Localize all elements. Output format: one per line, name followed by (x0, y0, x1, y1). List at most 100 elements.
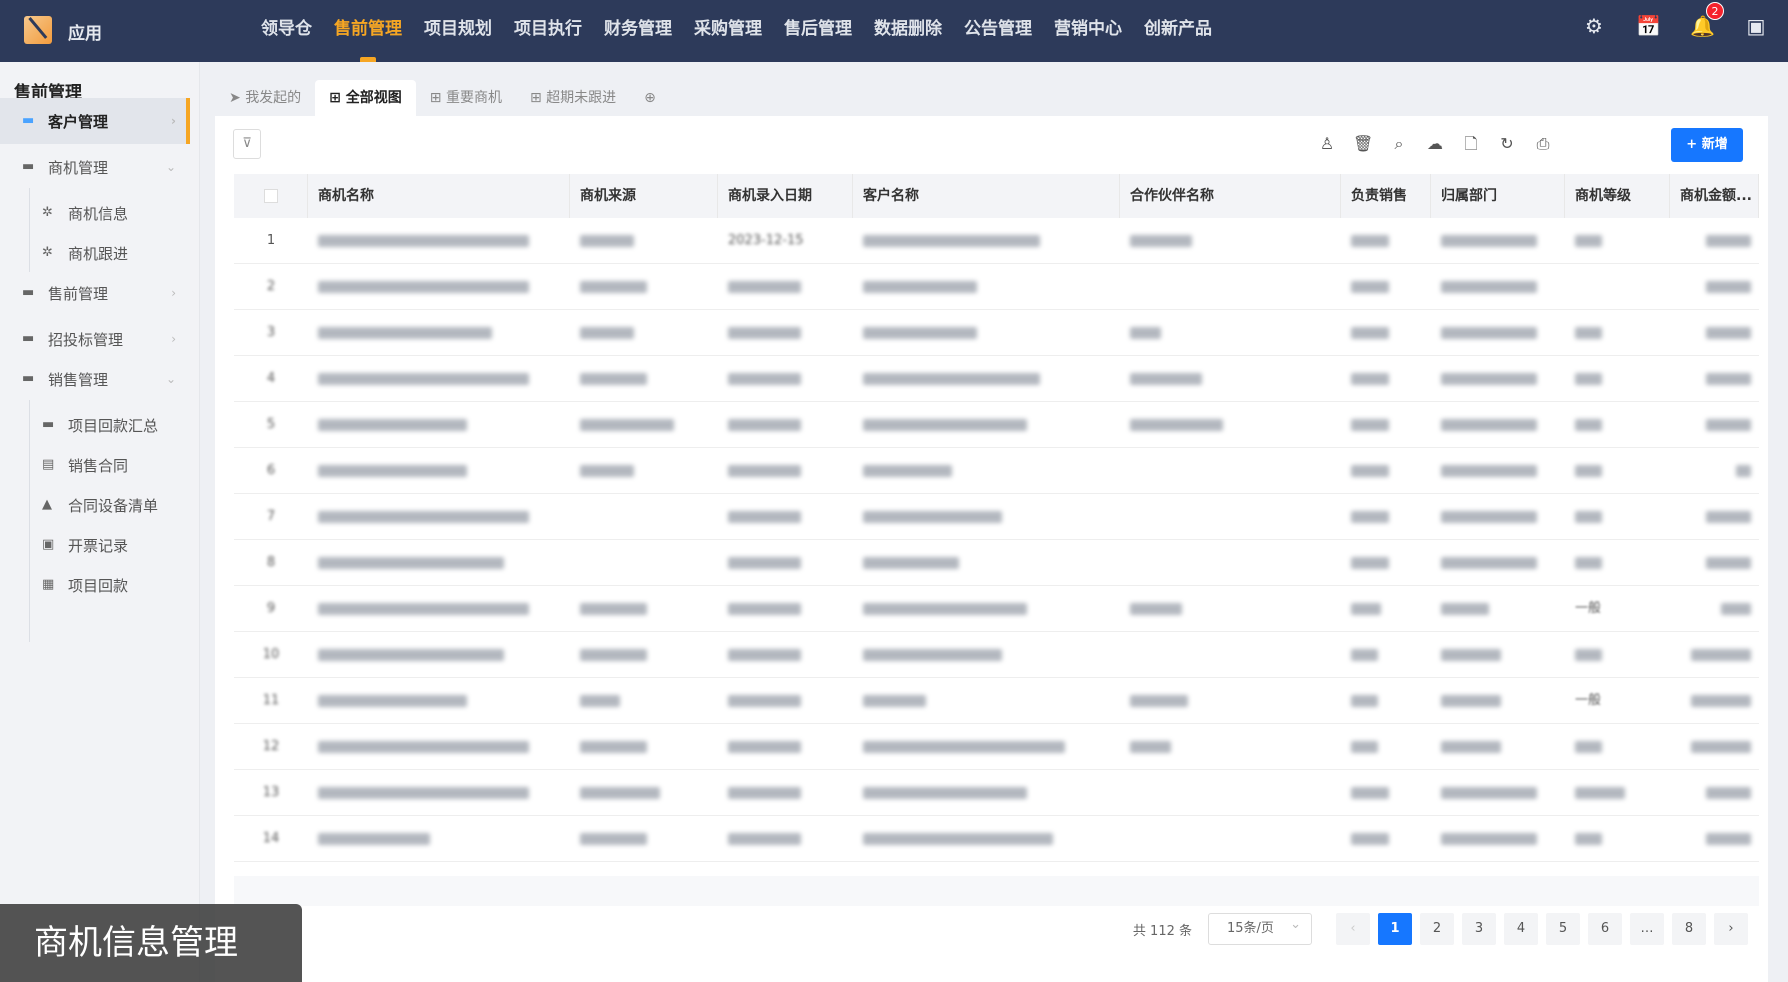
table-cell (570, 586, 718, 632)
table-row[interactable]: 14 (234, 816, 1759, 862)
sidebar-item[interactable]: ✲ 商机信息 (0, 190, 190, 236)
table-row[interactable]: 1 2023-12-15 (234, 218, 1759, 264)
row-number: 4 (266, 371, 276, 386)
column-header[interactable]: 归属部门 (1431, 174, 1565, 218)
print-icon[interactable]: ⎙ (1536, 134, 1550, 153)
table-row[interactable]: 13 (234, 770, 1759, 816)
search-icon[interactable]: ⌕ (1394, 134, 1404, 153)
nav-item[interactable]: 创新产品 (1144, 19, 1212, 39)
nav-item[interactable]: 售后管理 (784, 19, 852, 39)
add-button[interactable]: + 新增 (1671, 128, 1743, 162)
table-row[interactable]: 9 一般 (234, 586, 1759, 632)
sidebar-item[interactable]: ▤ 销售合同 (0, 442, 190, 488)
page-button[interactable]: 5 (1546, 913, 1580, 945)
cloud-icon[interactable]: ☁ (1427, 134, 1443, 153)
page-button[interactable]: 2 (1420, 913, 1454, 945)
blurred-text (318, 510, 529, 523)
blurred-text (1351, 510, 1389, 523)
table-cell (1120, 678, 1341, 724)
table-cell (1431, 494, 1565, 540)
sidebar-item[interactable]: ▲ 合同设备清单 (0, 482, 190, 528)
sidebar-item[interactable]: ✲ 商机跟进 (0, 230, 190, 276)
app-logo (24, 16, 52, 44)
nav-item[interactable]: 营销中心 (1054, 19, 1122, 39)
page-button[interactable]: 6 (1588, 913, 1622, 945)
column-header[interactable]: 商机来源 (570, 174, 718, 218)
column-header[interactable]: 合作伙伴名称 (1120, 174, 1341, 218)
tab-1[interactable]: ⊞ 全部视图 (315, 80, 416, 116)
select-all-checkbox[interactable] (234, 174, 308, 218)
bell-icon[interactable]: 🔔 2 (1690, 2, 1724, 38)
column-header[interactable]: 负责销售 (1341, 174, 1431, 218)
nav-item[interactable]: 领导仓 (261, 19, 312, 39)
nav-item[interactable]: 项目规划 (424, 19, 492, 39)
table-row[interactable]: 10 (234, 632, 1759, 678)
table-cell (853, 402, 1120, 448)
nav-item[interactable]: 数据删除 (874, 19, 942, 39)
table-cell (1120, 494, 1341, 540)
page-size-select[interactable]: 15条/页 (1208, 910, 1312, 945)
table-row[interactable]: 5 (234, 402, 1759, 448)
page-button[interactable]: … (1630, 913, 1664, 945)
user-icon[interactable]: ♙ (1319, 134, 1335, 153)
tab-0[interactable]: ➤ 我发起的 (215, 80, 315, 116)
table-cell (1670, 218, 1759, 264)
blurred-text (1706, 556, 1751, 569)
sidebar-item[interactable]: ▬ 客户管理 › (0, 98, 190, 144)
table-row[interactable]: 7 (234, 494, 1759, 540)
blurred-text (1706, 832, 1751, 845)
sidebar-item[interactable]: ▣ 开票记录 (0, 522, 190, 568)
sidebar-item[interactable]: ▬ 销售管理 ⌄ (0, 356, 190, 402)
filter-button[interactable]: ⊽ (233, 129, 261, 159)
sidebar-item-label: 商机信息 (68, 204, 129, 223)
column-header[interactable]: 商机金额... (1670, 174, 1759, 218)
settings-icon[interactable]: ⚙ (1585, 14, 1603, 38)
column-header[interactable]: 客户名称 (853, 174, 1120, 218)
table-row[interactable]: 2 (234, 264, 1759, 310)
blurred-text (580, 602, 647, 615)
table-row[interactable]: 4 (234, 356, 1759, 402)
blurred-text (580, 326, 634, 339)
table-cell (308, 724, 570, 770)
page-button[interactable]: 3 (1462, 913, 1496, 945)
refresh-icon[interactable]: ↻ (1500, 134, 1514, 153)
table-cell (1670, 816, 1759, 862)
table-row[interactable]: 12 (234, 724, 1759, 770)
table-row[interactable]: 6 (234, 448, 1759, 494)
tab-2[interactable]: ⊞ 重要商机 (416, 80, 516, 116)
table-cell (1341, 448, 1431, 494)
column-header[interactable]: 商机名称 (308, 174, 570, 218)
blurred-text (1575, 372, 1602, 385)
nav-item[interactable]: 采购管理 (694, 19, 762, 39)
table-cell (1670, 724, 1759, 770)
sidebar-item[interactable]: ▬ 项目回款汇总 (0, 402, 190, 448)
delete-icon[interactable]: 🗑 (1353, 134, 1374, 153)
sidebar-item[interactable]: ▦ 项目回款 (0, 562, 190, 608)
column-header[interactable]: 商机等级 (1565, 174, 1670, 218)
file-icon[interactable]: 🗋 (1464, 134, 1478, 153)
blurred-text (1351, 372, 1389, 385)
add-view-icon[interactable]: ⊕ (644, 90, 656, 106)
prev-page-button[interactable]: ‹ (1336, 913, 1370, 945)
row-number: 12 (262, 739, 280, 754)
table-row[interactable]: 3 (234, 310, 1759, 356)
table-cell (308, 678, 570, 724)
table-row[interactable]: 8 (234, 540, 1759, 586)
page-button[interactable]: 4 (1504, 913, 1538, 945)
tab-3[interactable]: ⊞ 超期未跟进 (516, 80, 630, 116)
sidebar-item[interactable]: ▬ 招投标管理 › (0, 316, 190, 362)
calendar-icon[interactable]: 📅 (1636, 14, 1661, 38)
column-header[interactable]: 商机录入日期 (718, 174, 853, 218)
nav-item[interactable]: 公告管理 (964, 19, 1032, 39)
nav-item[interactable]: 财务管理 (604, 19, 672, 39)
fullscreen-icon[interactable]: ▣ (1746, 14, 1766, 38)
next-page-button[interactable]: › (1714, 913, 1748, 945)
page-button[interactable]: 1 (1378, 913, 1412, 945)
sidebar-item[interactable]: ▬ 商机管理 ⌄ (0, 144, 190, 190)
nav-item[interactable]: 售前管理 (323, 0, 413, 62)
nav-item[interactable]: 项目执行 (514, 19, 582, 39)
sidebar-item[interactable]: ▬ 售前管理 › (0, 270, 190, 316)
table-cell (1120, 310, 1341, 356)
page-button[interactable]: 8 (1672, 913, 1706, 945)
table-row[interactable]: 11 一般 (234, 678, 1759, 724)
